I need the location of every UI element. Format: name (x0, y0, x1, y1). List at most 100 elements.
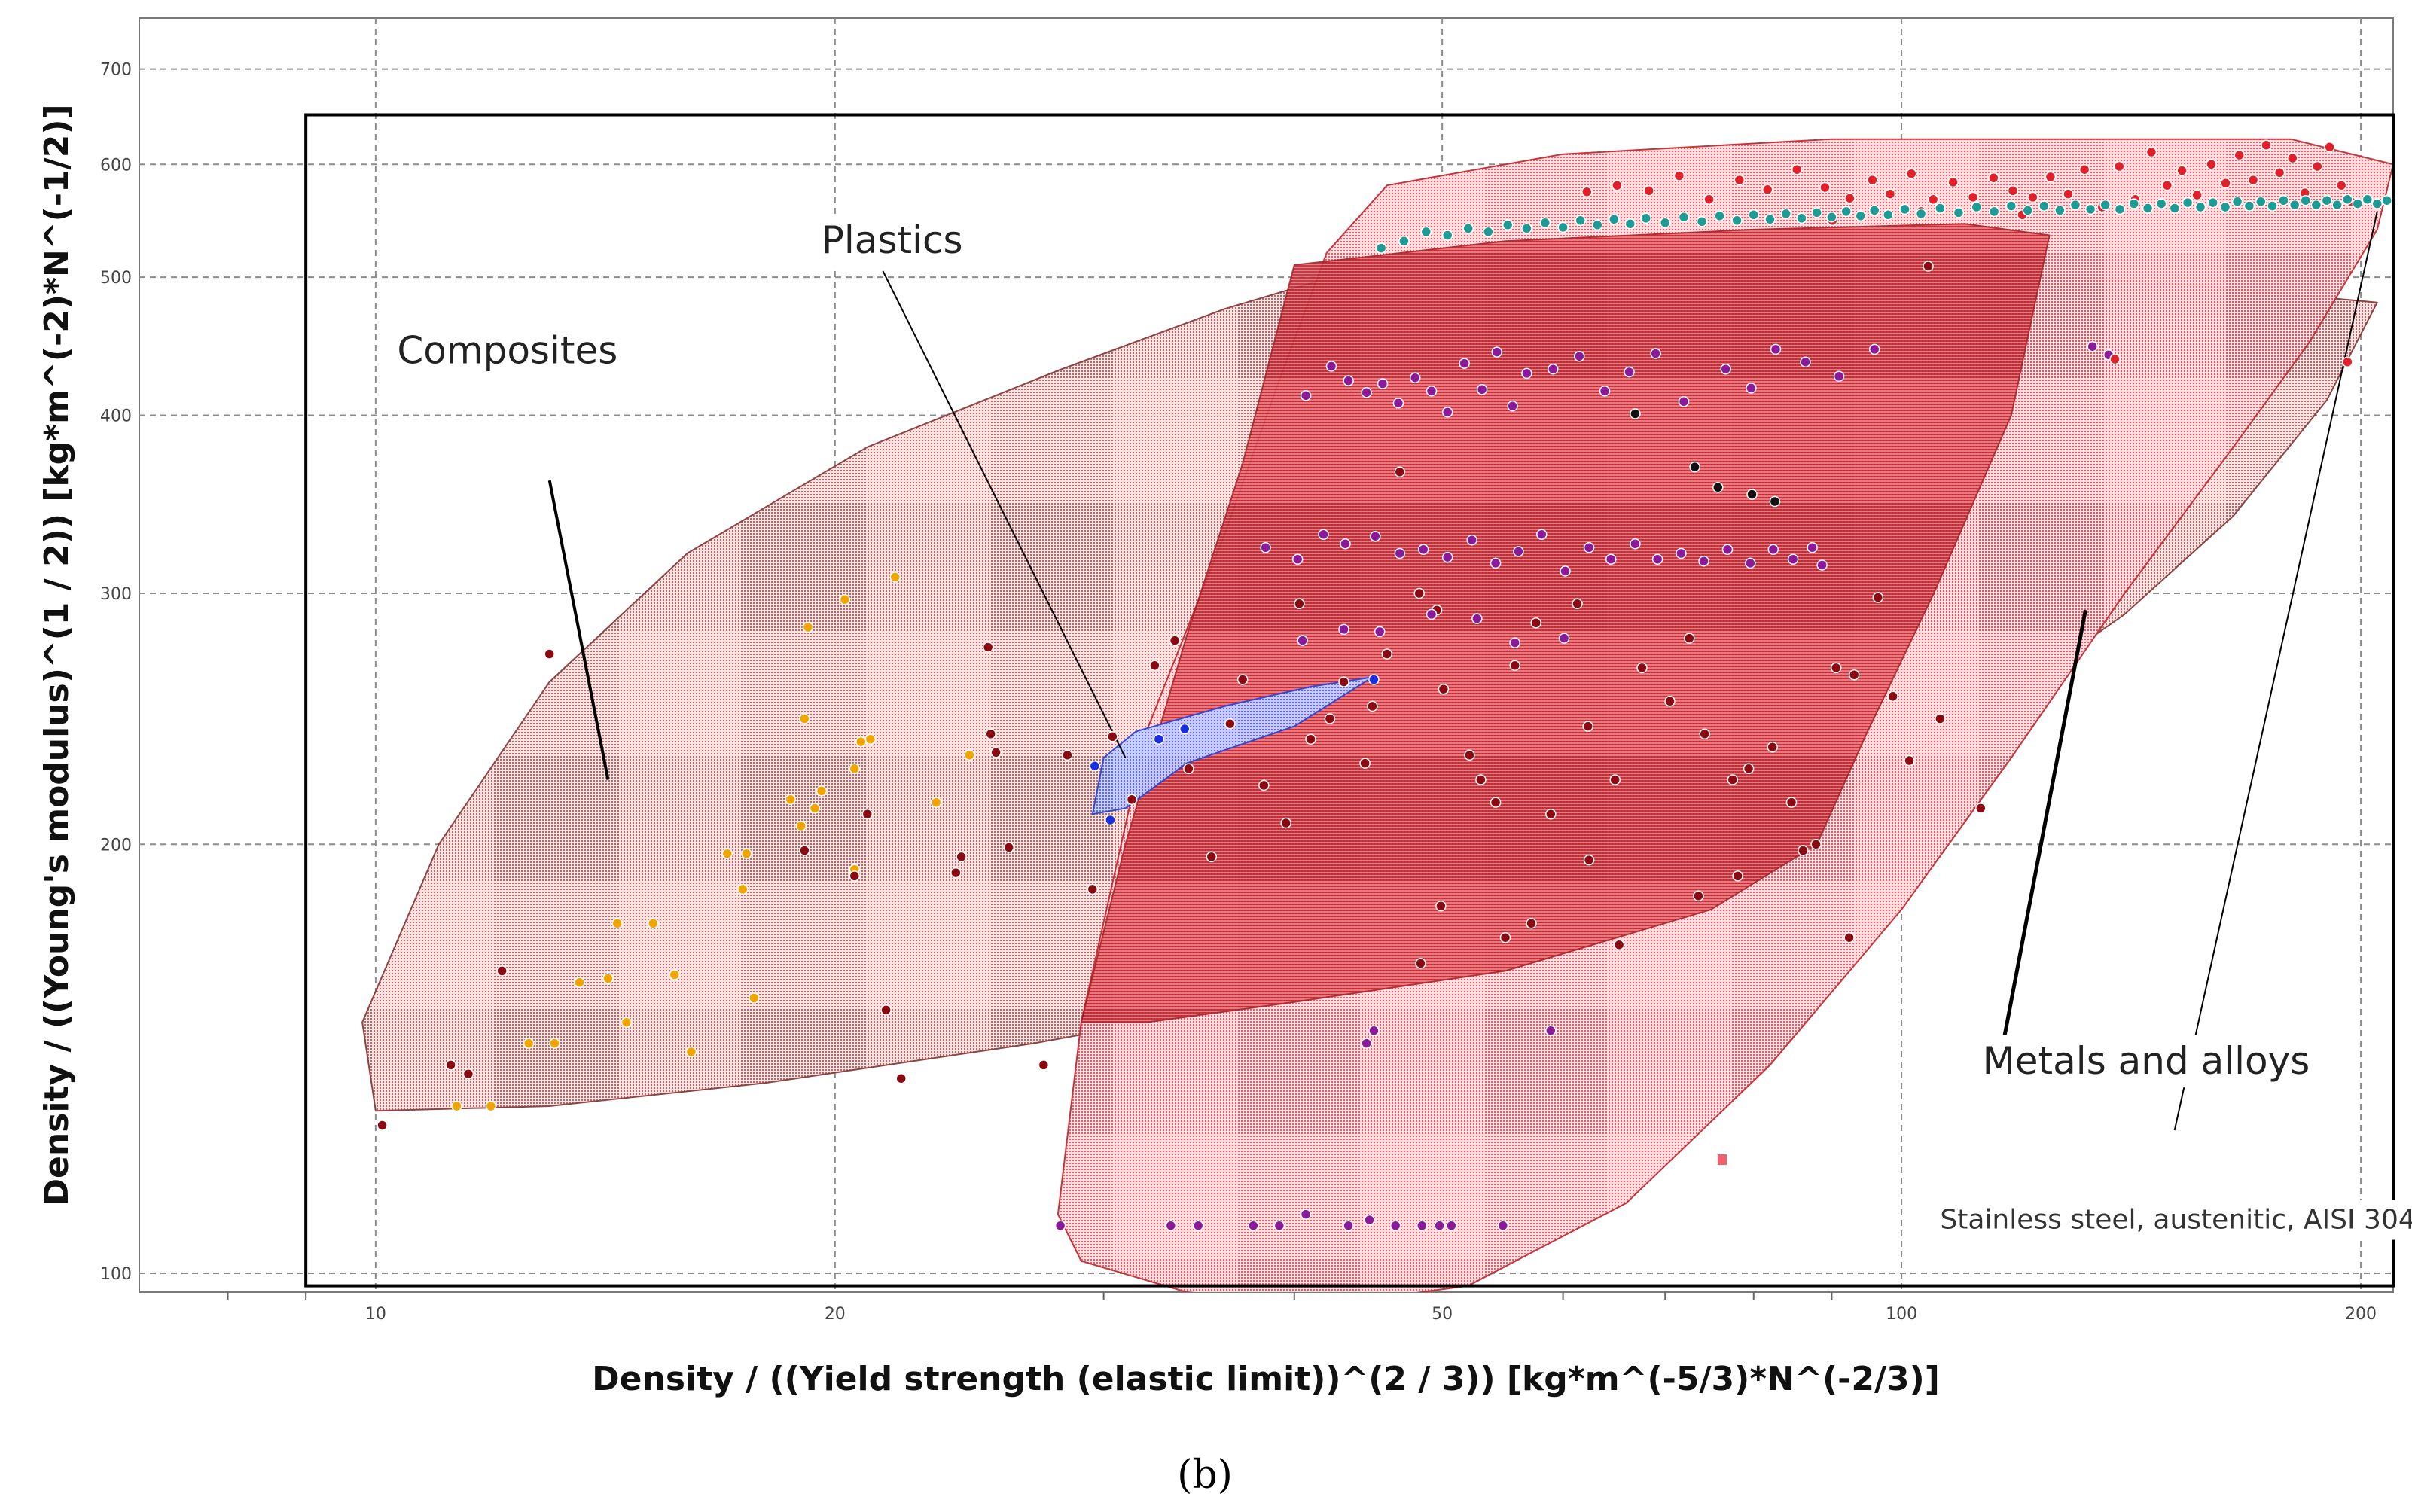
point-s1-59 (1848, 669, 1860, 681)
point-s4-60 (2321, 194, 2333, 206)
point-s2-55 (1583, 542, 1595, 553)
point-s3-25 (2145, 146, 2157, 158)
point-s0-1 (485, 1100, 497, 1112)
point-s2-37 (1746, 383, 1757, 394)
point-s4-37 (2022, 205, 2034, 216)
point-s4-20 (1748, 209, 1759, 221)
point-s0-23 (849, 763, 861, 775)
point-s0-5 (602, 973, 614, 984)
point-s2-20 (1377, 378, 1389, 389)
point-s3-23 (2114, 160, 2125, 172)
point-s4-13 (1624, 218, 1636, 230)
point-s2-26 (1476, 384, 1488, 395)
point-s1-12 (982, 642, 994, 653)
point-s4-53 (2243, 200, 2255, 212)
point-s2-69 (1374, 626, 1386, 638)
point-s2-23 (1426, 386, 1438, 397)
point-s4-3 (1441, 230, 1453, 241)
point-s4-28 (1868, 205, 1880, 216)
point-s1-50 (1664, 696, 1676, 707)
point-s4-61 (2331, 199, 2343, 211)
point-s3-3 (1673, 170, 1685, 181)
point-s2-1 (1165, 1220, 1177, 1231)
point-s4-18 (1714, 210, 1725, 222)
point-s4-32 (1935, 203, 1946, 214)
point-s1-24 (1206, 851, 1218, 863)
point-s2-61 (1721, 544, 1734, 556)
x-tick-label-2: 50 (1432, 1305, 1453, 1324)
point-s2-71 (1471, 613, 1483, 624)
point-s0-7 (611, 918, 623, 929)
point-s1-74 (1499, 931, 1511, 943)
point-s2-67 (1297, 635, 1308, 646)
y-tick-label-6: 700 (100, 61, 132, 80)
point-s1-1 (445, 1059, 456, 1071)
point-s2-6 (1343, 1220, 1354, 1231)
point-s4-40 (2069, 199, 2081, 211)
point-s3-31 (2234, 149, 2245, 161)
point-s2-65 (1807, 542, 1818, 553)
point-s5-0 (1089, 760, 1101, 772)
point-s2-62 (1745, 557, 1756, 569)
point-s1-39 (1438, 683, 1450, 695)
point-s3-12 (1905, 168, 1917, 179)
point-s4-6 (1502, 219, 1514, 231)
point-s1-57 (1810, 839, 1822, 850)
point-s2-10 (1434, 1220, 1445, 1231)
point-s2-8 (1389, 1220, 1401, 1231)
point-s0-26 (889, 572, 901, 583)
point-s4-36 (2005, 200, 2017, 212)
x-tick-labels: 10 20 50 100 200 (365, 1305, 2377, 1324)
x-tick-label-4: 200 (2345, 1305, 2377, 1324)
point-s2-68 (1338, 623, 1349, 636)
point-s1-69 (1843, 931, 1855, 943)
point-s2-34 (1650, 348, 1661, 359)
point-s6-4 (1769, 495, 1781, 508)
point-s1-5 (799, 845, 810, 856)
point-s2-74 (2087, 340, 2098, 352)
point-s3-11 (1884, 188, 1896, 200)
y-tick-label-5: 600 (100, 156, 132, 175)
point-s3-33 (2261, 139, 2272, 151)
point-s1-54 (1743, 763, 1755, 775)
point-s3-17 (2007, 185, 2019, 197)
annotation-bg-3 (1931, 1200, 2412, 1240)
point-s4-48 (2182, 197, 2194, 209)
point-s1-0 (377, 1120, 388, 1131)
point-s2-3 (1248, 1220, 1259, 1231)
point-s0-10 (685, 1046, 697, 1058)
point-s1-13 (985, 728, 996, 740)
point-s0-4 (574, 977, 585, 988)
point-s4-54 (2255, 196, 2267, 207)
point-s1-19 (1107, 731, 1118, 742)
point-s2-46 (1370, 530, 1381, 542)
point-s2-35 (1678, 396, 1690, 407)
point-s1-34 (1367, 700, 1378, 712)
point-s4-29 (1883, 209, 1894, 221)
point-s3-10 (1867, 174, 1878, 186)
point-s4-16 (1678, 212, 1690, 223)
point-s2-73 (1558, 633, 1570, 644)
point-s0-28 (964, 749, 975, 761)
point-s2-51 (1490, 557, 1502, 569)
annotation-1: Composites (397, 329, 617, 373)
point-s1-23 (1183, 763, 1194, 775)
point-s4-14 (1640, 212, 1651, 224)
point-s4-33 (1953, 207, 1965, 218)
point-s2-48 (1417, 544, 1429, 556)
point-s3-6 (1761, 184, 1773, 196)
point-s4-55 (2267, 200, 2278, 212)
point-s1-35 (1381, 648, 1393, 660)
point-s0-11 (721, 848, 733, 859)
annotation-bg-1 (388, 324, 627, 377)
point-s1-61 (1887, 690, 1898, 703)
point-s2-57 (1630, 538, 1641, 550)
point-s1-36 (1394, 466, 1406, 478)
point-s2-45 (1340, 538, 1351, 550)
point-s4-9 (1557, 221, 1569, 233)
point-s2-49 (1441, 551, 1453, 563)
point-s4-62 (2342, 194, 2353, 206)
y-axis-label: Density / ((Young's modulus)^(1 / 2)) [k… (38, 104, 76, 1206)
point-s5-2 (1153, 733, 1165, 745)
point-s3-37 (2312, 160, 2323, 172)
